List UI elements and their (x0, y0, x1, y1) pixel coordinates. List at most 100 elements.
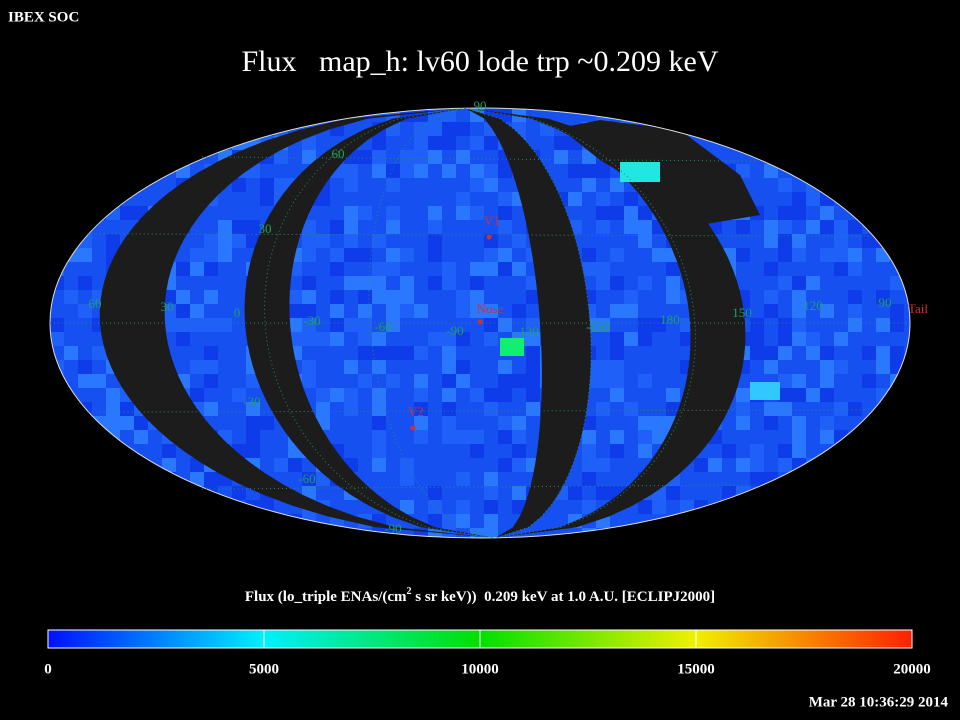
map-pixel (288, 318, 302, 332)
map-pixel (246, 444, 260, 458)
map-pixel (358, 276, 372, 290)
map-pixel (624, 402, 638, 416)
map-pixel (764, 290, 778, 304)
map-pixel (820, 416, 834, 430)
map-pixel (400, 290, 414, 304)
map-pixel (344, 402, 358, 416)
map-pixel (750, 318, 764, 332)
map-pixel (288, 458, 302, 472)
map-pixel (386, 262, 400, 276)
map-pixel (386, 290, 400, 304)
map-pixel (778, 318, 792, 332)
map-pixel (512, 444, 526, 458)
map-pixel (638, 444, 652, 458)
map-pixel (638, 416, 652, 430)
map-pixel (582, 472, 596, 486)
map-pixel (806, 332, 820, 346)
map-pixel (484, 500, 498, 514)
map-pixel (736, 458, 750, 472)
marker-label: Tail (908, 301, 928, 316)
colorbar-tick-label: 0 (44, 661, 52, 677)
map-pixel (792, 430, 806, 444)
map-pixel (316, 388, 330, 402)
map-pixel (778, 276, 792, 290)
map-pixel (568, 164, 582, 178)
map-pixel (246, 416, 260, 430)
map-pixel (722, 444, 736, 458)
latitude-label: 60 (332, 146, 345, 161)
map-pixel (176, 332, 190, 346)
latitude-label: -60 (298, 471, 315, 486)
map-pixel (456, 304, 470, 318)
unobserved-stripe (465, 108, 592, 538)
map-pixel (806, 346, 820, 360)
map-pixel (792, 276, 806, 290)
map-pixel (400, 500, 414, 514)
map-pixel (638, 234, 652, 248)
map-pixel (302, 234, 316, 248)
map-pixel (666, 486, 680, 500)
map-pixel (288, 304, 302, 318)
map-pixel (820, 248, 834, 262)
map-pixel (820, 374, 834, 388)
map-pixel (610, 332, 624, 346)
map-pixel (596, 402, 610, 416)
map-pixel (806, 192, 820, 206)
map-pixel (302, 136, 316, 150)
timestamp: Mar 28 10:36:29 2014 (809, 694, 949, 710)
longitude-label: 180 (660, 312, 680, 327)
map-pixel (666, 402, 680, 416)
map-pixel (50, 332, 64, 346)
marker-label: V2 (408, 404, 424, 419)
meridian (368, 107, 496, 539)
map-pixel (610, 360, 624, 374)
map-pixel (596, 262, 610, 276)
map-pixel (638, 318, 652, 332)
unobserved-stripe (465, 108, 746, 538)
map-pixel (638, 220, 652, 234)
map-pixel (414, 164, 428, 178)
map-pixel (498, 192, 512, 206)
map-pixel (386, 220, 400, 234)
map-pixel (456, 332, 470, 346)
map-pixel (792, 248, 806, 262)
map-pixel (470, 206, 484, 220)
map-pixel (764, 402, 778, 416)
map-pixel (638, 276, 652, 290)
map-pixel (764, 346, 778, 360)
map-pixel (778, 444, 792, 458)
map-pixel (400, 164, 414, 178)
map-pixel (372, 136, 386, 150)
map-pixel (652, 318, 666, 332)
map-pixel (778, 388, 792, 402)
map-pixel (484, 248, 498, 262)
map-pixel (498, 108, 512, 122)
map-pixel (414, 346, 428, 360)
map-pixel (442, 332, 456, 346)
map-pixel (484, 318, 498, 332)
title: Flux map_h: lv60 lode trp ~0.209 keV (241, 45, 718, 78)
map-pixel (330, 290, 344, 304)
map-pixel (610, 374, 624, 388)
map-pixel (204, 374, 218, 388)
map-pixel (652, 248, 666, 262)
map-pixel (316, 402, 330, 416)
map-pixel (344, 276, 358, 290)
map-pixel (442, 528, 456, 538)
map-pixel (470, 164, 484, 178)
map-pixel (498, 430, 512, 444)
map-pixel (232, 178, 246, 192)
map-pixel (596, 360, 610, 374)
map-pixel (358, 248, 372, 262)
map-pixel (750, 444, 764, 458)
map-pixel (596, 276, 610, 290)
map-pixel (820, 206, 834, 220)
map-pixel (316, 332, 330, 346)
map-pixel (638, 206, 652, 220)
map-pixel (820, 360, 834, 374)
map-pixel (372, 430, 386, 444)
hot-pixel (500, 338, 524, 356)
map-pixel (400, 150, 414, 164)
map-pixel (442, 276, 456, 290)
map-pixel (708, 458, 722, 472)
